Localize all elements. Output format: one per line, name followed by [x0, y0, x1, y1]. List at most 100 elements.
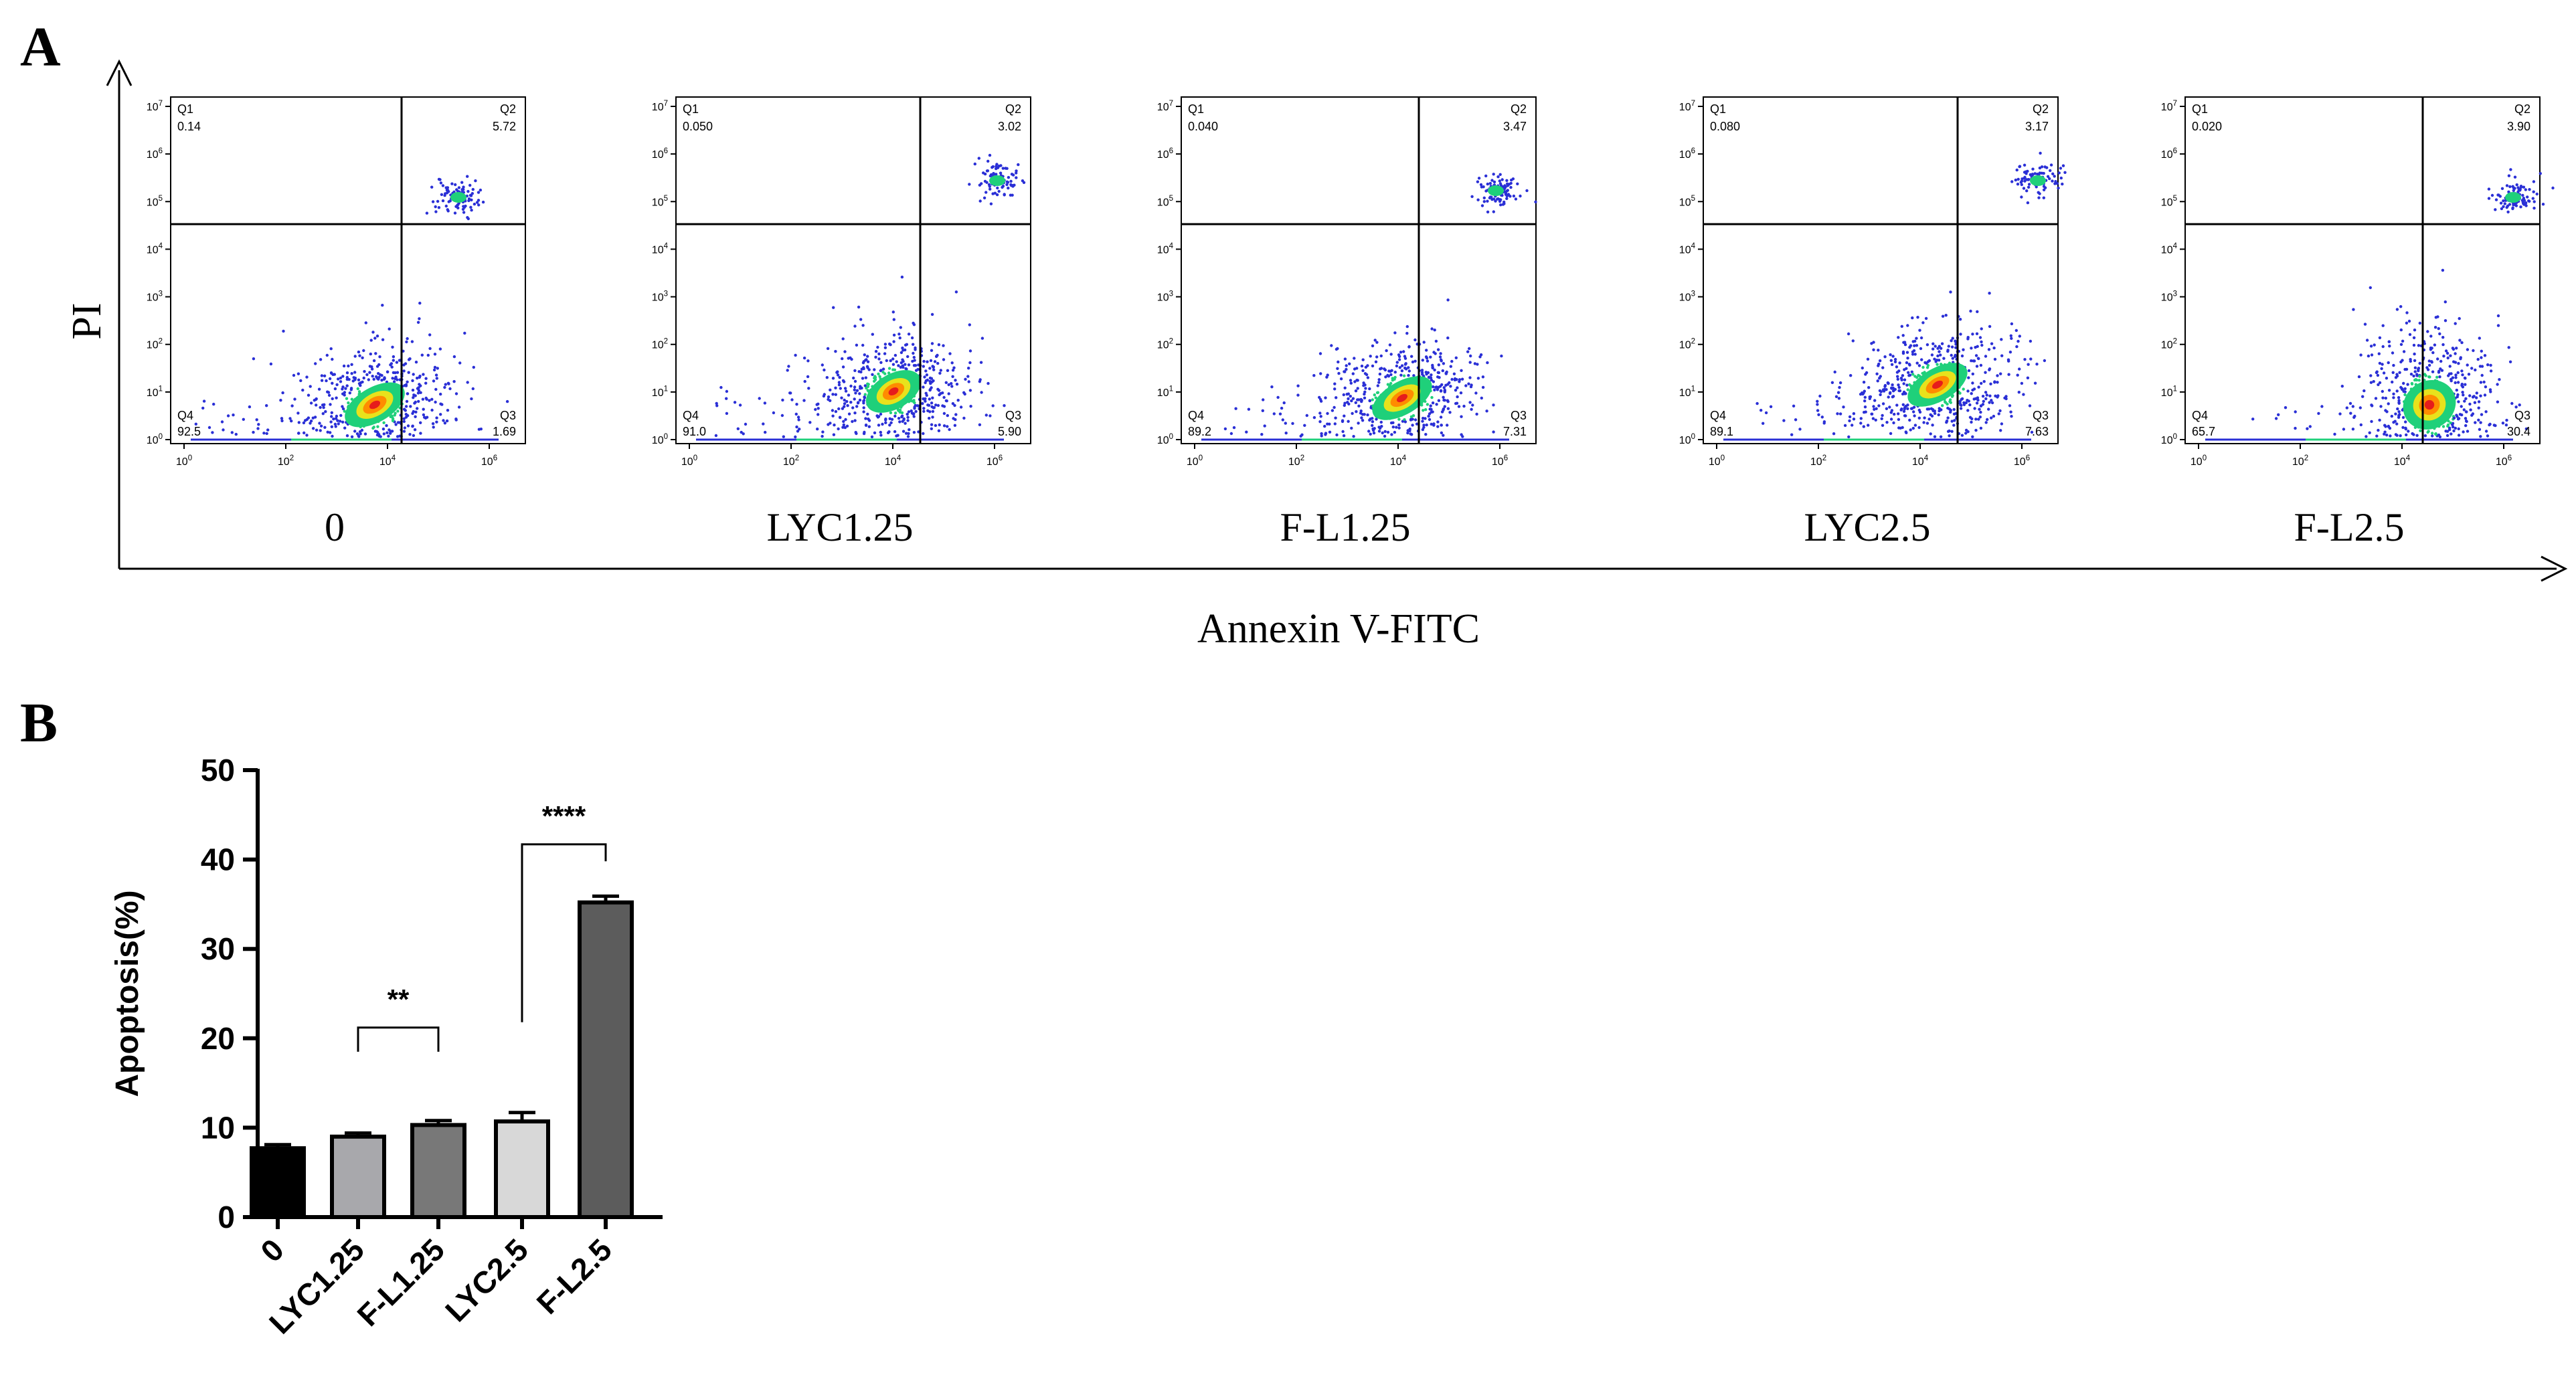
- flow-q2-event-dot: [2500, 187, 2504, 190]
- flow-event-dot: [1347, 420, 1350, 423]
- flow-event-dot: [452, 355, 456, 359]
- flow-event-dot: [837, 381, 841, 384]
- flow-event-dot: [798, 428, 801, 431]
- flow-event-dot: [2455, 388, 2458, 392]
- flow-event-dot: [2514, 405, 2518, 409]
- flow-event-dot: [866, 355, 869, 358]
- flow-event-dot: [842, 423, 846, 427]
- flow-event-dot: [335, 414, 339, 418]
- flow-event-dot: [2378, 381, 2382, 385]
- flow-event-dot: [806, 375, 810, 379]
- flow-event-dot: [817, 407, 820, 410]
- flow-event-dot: [416, 376, 419, 380]
- flow-event-dot: [1861, 366, 1864, 370]
- flow-event-dot: [2462, 430, 2465, 434]
- flow-event-dot: [2397, 396, 2401, 399]
- flow-x-tick-label-base: 10: [783, 456, 795, 468]
- flow-density-peak: [1931, 380, 1944, 389]
- flow-event-dot: [2027, 363, 2030, 366]
- flow-event-dot: [1291, 422, 1294, 426]
- flow-event-dot: [2029, 339, 2033, 343]
- flow-event-dot: [930, 349, 934, 352]
- flow-event-dot: [1468, 376, 1472, 379]
- flow-event-dot: [1455, 401, 1459, 405]
- flow-event-dot: [1296, 393, 1300, 397]
- flow-q2-event-dot: [2496, 193, 2500, 197]
- flow-event-dot: [1421, 373, 1424, 376]
- flow-event-dot: [411, 424, 414, 428]
- flow-event-dot: [2387, 402, 2390, 405]
- flow-event-dot: [2398, 413, 2401, 416]
- flow-q2-event-dot: [469, 205, 473, 209]
- flow-event-dot: [1353, 357, 1356, 360]
- flow-event-dot: [2479, 381, 2483, 384]
- flow-event-dot: [2450, 379, 2453, 383]
- flow-q2-event-dot: [1476, 180, 1480, 183]
- flow-event-dot: [1434, 352, 1437, 355]
- quadrant-q3-name: Q3: [2514, 409, 2530, 422]
- flow-event-dot: [870, 435, 874, 439]
- flow-event-dot: [1981, 395, 1985, 398]
- flow-event-dot: [333, 422, 337, 426]
- flow-event-dot: [1363, 392, 1366, 396]
- flow-event-dot: [2407, 430, 2410, 433]
- flow-event-dot: [1386, 383, 1390, 386]
- flow-event-dot: [1468, 401, 1472, 404]
- quadrant-q2-name: Q2: [1005, 102, 1021, 116]
- flow-event-dot: [2472, 395, 2476, 398]
- flow-q2-event-dot: [2513, 187, 2516, 190]
- flow-x-tick-label-exp: 6: [493, 454, 497, 462]
- flow-event-dot: [1936, 347, 1940, 350]
- flow-event-dot: [1439, 352, 1442, 355]
- flow-q2-event-dot: [2487, 187, 2491, 191]
- flow-event-dot: [786, 369, 789, 372]
- flow-event-dot: [1437, 363, 1440, 367]
- flow-q2-event-dot: [2514, 203, 2518, 207]
- flow-event-dot: [2409, 373, 2413, 376]
- significance-marker: ****: [542, 800, 586, 832]
- flow-event-dot: [2410, 381, 2414, 385]
- flow-event-dot: [913, 405, 916, 409]
- flow-event-dot: [1998, 409, 2002, 413]
- flow-q2-event-dot: [467, 199, 470, 203]
- flow-event-dot: [1430, 422, 1433, 426]
- flow-event-dot: [795, 403, 798, 406]
- flow-event-dot: [1381, 431, 1384, 435]
- flow-q2-event-dot: [2016, 183, 2020, 186]
- flow-event-dot: [871, 373, 874, 376]
- flow-event-dot: [922, 407, 926, 410]
- flow-event-dot: [318, 422, 321, 425]
- flow-event-dot: [1979, 426, 1983, 430]
- flow-event-dot: [1468, 361, 1472, 364]
- flow-event-dot: [339, 376, 343, 380]
- flow-y-tick-label-base: 10: [147, 197, 159, 208]
- flow-event-dot: [1438, 355, 1442, 359]
- flow-event-dot: [445, 419, 449, 423]
- flow-q2-event-dot: [2020, 195, 2023, 199]
- flow-event-dot: [1971, 435, 1974, 438]
- flow-event-dot: [1374, 360, 1378, 363]
- flow-event-dot: [889, 421, 893, 424]
- flow-event-dot: [2460, 369, 2464, 373]
- flow-event-dot: [1378, 372, 1382, 376]
- flow-event-dot: [954, 290, 958, 294]
- flow-event-dot: [2475, 391, 2478, 395]
- flow-event-dot: [1979, 404, 1983, 407]
- flow-event-dot: [2489, 363, 2492, 367]
- flow-event-dot: [392, 380, 396, 383]
- flow-event-dot: [372, 426, 375, 429]
- flow-event-dot: [2488, 423, 2491, 427]
- flow-event-dot: [1905, 361, 1909, 365]
- quadrant-q1-name: Q1: [1188, 102, 1204, 116]
- flow-event-dot: [1410, 433, 1413, 436]
- flow-event-dot: [883, 352, 887, 355]
- flow-event-dot: [1437, 399, 1441, 402]
- flow-event-dot: [2405, 367, 2409, 371]
- flow-event-dot: [1881, 402, 1885, 405]
- flow-y-tick-label-exp: 6: [159, 147, 163, 155]
- flow-event-dot: [2466, 348, 2470, 351]
- flow-event-dot: [2439, 367, 2442, 371]
- flow-event-dot: [430, 408, 434, 412]
- flow-q2-event-dot: [456, 203, 460, 206]
